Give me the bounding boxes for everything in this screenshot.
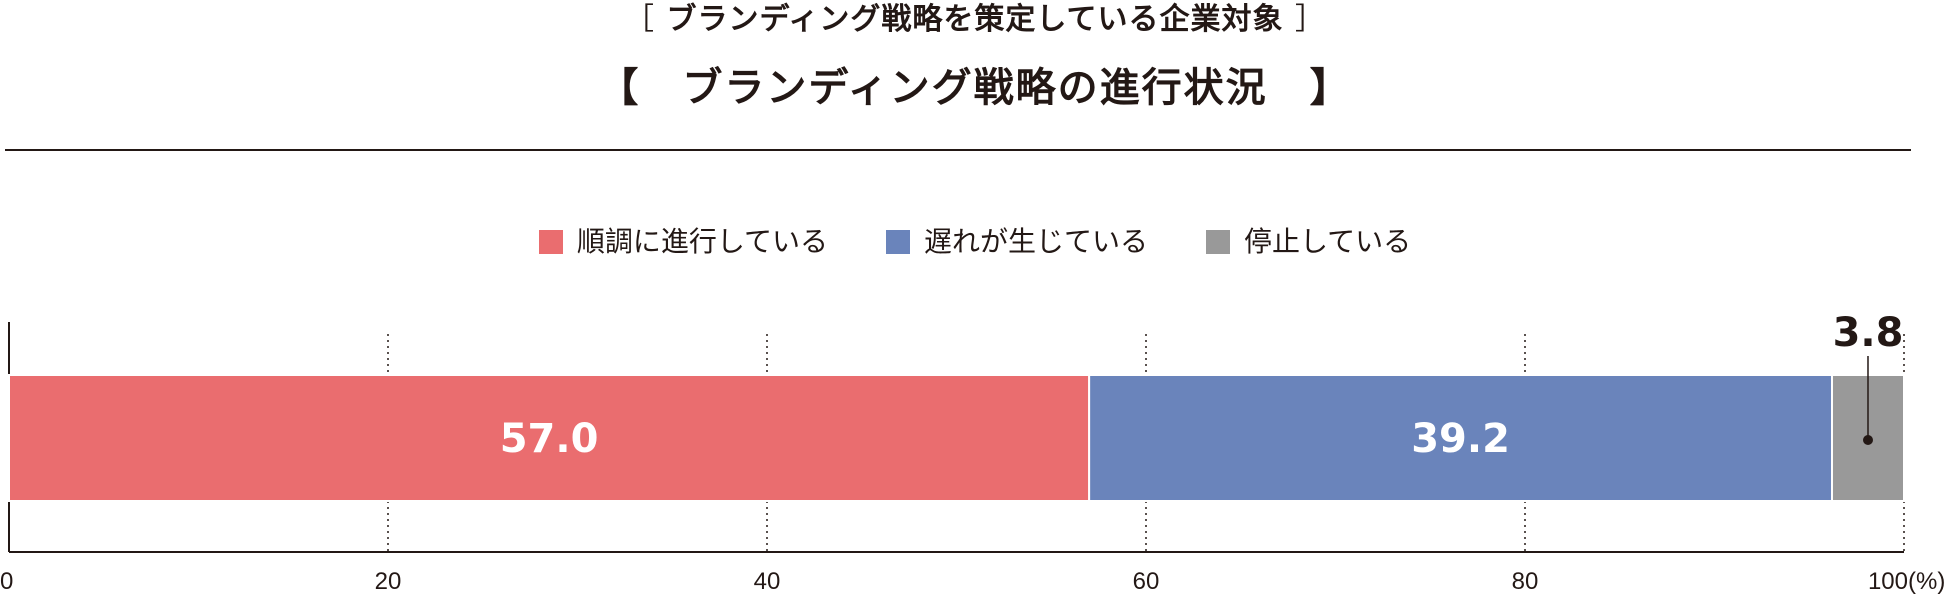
chart-legend: 順調に進行している 遅れが生じている 停止している (0, 222, 1950, 262)
data-label-stopped: 3.8 (1833, 310, 1904, 356)
legend-item-on-track: 順調に進行している (538, 222, 828, 262)
bar-segment-on-track (8, 374, 1091, 502)
legend-swatch-stopped (1206, 230, 1230, 254)
legend-swatch-on-track (538, 230, 563, 254)
legend-label-delayed: 遅れが生じている (923, 225, 1148, 258)
x-tick-label-80: 80 (1512, 568, 1539, 594)
legend-label-stopped: 停止している (1244, 225, 1412, 258)
subtitle-bracket-close: ］ (1294, 2, 1326, 37)
legend-item-stopped: 停止している (1206, 222, 1411, 262)
x-tick-label-100: 100 (1868, 568, 1908, 594)
x-axis-unit: (%) (1908, 568, 1945, 594)
title-divider (5, 149, 1911, 151)
x-tick-label-40: 40 (754, 568, 781, 594)
x-tick-label-0: 0 (0, 568, 13, 594)
legend-item-delayed: 遅れが生じている (885, 222, 1148, 262)
data-label-delayed: 39.2 (1411, 416, 1510, 462)
legend-label-on-track: 順調に進行している (576, 225, 828, 258)
subtitle-text: ブランディング戦略を策定している企業対象 (666, 2, 1284, 37)
subtitle-bracket-open: ［ (624, 2, 656, 37)
chart-subtitle: ［ ブランディング戦略を策定している企業対象 ］ (0, 0, 1950, 40)
data-label-on-track: 57.0 (500, 416, 599, 462)
x-tick-label-20: 20 (375, 568, 402, 594)
x-tick-label-60: 60 (1133, 568, 1160, 594)
legend-swatch-delayed (885, 230, 910, 254)
chart-title: 【 ブランディング戦略の進行状況 】 (598, 65, 1352, 111)
bar-segment-delayed (1088, 374, 1833, 502)
